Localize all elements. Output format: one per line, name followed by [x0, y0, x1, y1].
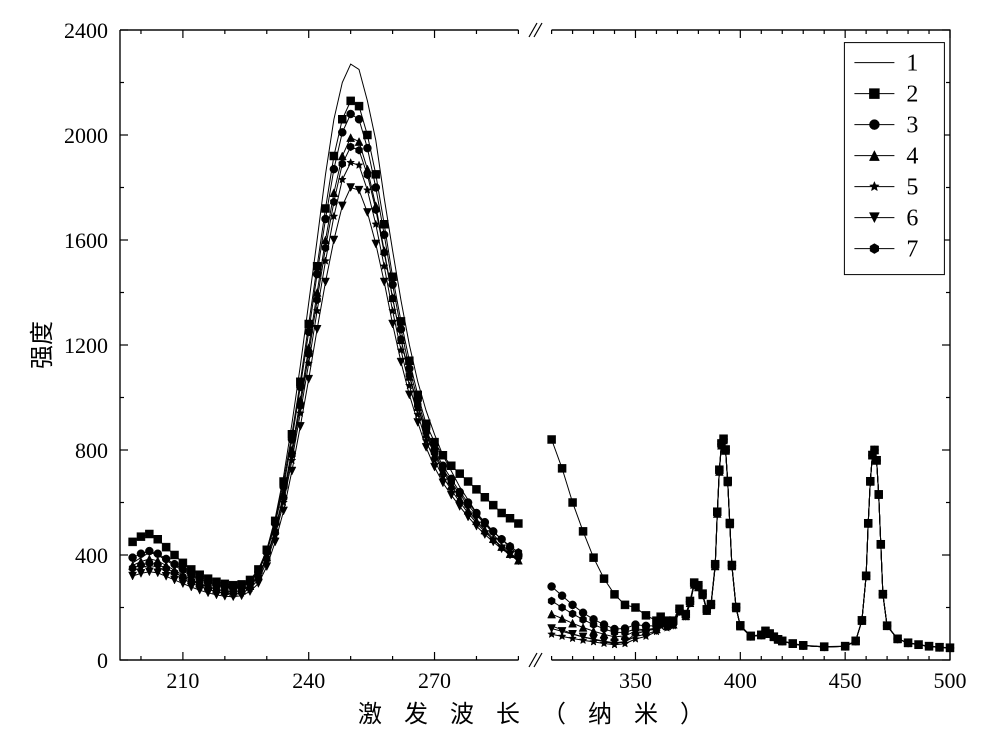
svg-text:270: 270: [418, 668, 451, 693]
svg-text:210: 210: [166, 668, 199, 693]
svg-text:500: 500: [934, 668, 967, 693]
legend: 1 2 3 4 5 6 7: [844, 43, 944, 275]
svg-text:2000: 2000: [64, 123, 108, 148]
spectrum-chart: 0400800120016002000240021024027035040045…: [0, 0, 1000, 750]
svg-text:400: 400: [75, 543, 108, 568]
svg-text:3: 3: [906, 113, 918, 139]
svg-text:1600: 1600: [64, 228, 108, 253]
svg-text:240: 240: [292, 668, 325, 693]
series-1: [133, 64, 950, 648]
svg-text:4: 4: [906, 144, 918, 170]
svg-text:2: 2: [906, 82, 918, 108]
svg-text:400: 400: [724, 668, 757, 693]
svg-text:激 发 波 长 （ 纳 米 ）: 激 发 波 长 （ 纳 米 ）: [358, 701, 712, 728]
svg-text:5: 5: [906, 175, 918, 201]
svg-text:1200: 1200: [64, 333, 108, 358]
svg-text:450: 450: [829, 668, 862, 693]
svg-text:6: 6: [906, 206, 918, 232]
svg-text:强度: 强度: [29, 321, 56, 369]
series-4: [129, 134, 954, 652]
svg-text:0: 0: [97, 648, 108, 673]
series-7: [129, 143, 953, 652]
svg-text:350: 350: [619, 668, 652, 693]
svg-text:800: 800: [75, 438, 108, 463]
series-3: [129, 110, 954, 652]
chart-svg: 0400800120016002000240021024027035040045…: [0, 0, 1000, 750]
series-2: [129, 97, 954, 652]
svg-text:2400: 2400: [64, 18, 108, 43]
svg-text:7: 7: [906, 237, 918, 263]
svg-text:1: 1: [906, 51, 918, 77]
